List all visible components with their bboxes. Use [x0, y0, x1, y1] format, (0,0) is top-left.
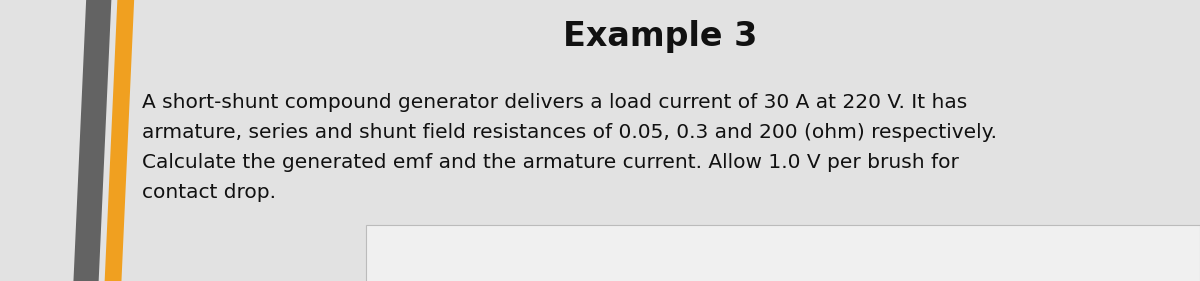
FancyBboxPatch shape	[366, 225, 1200, 281]
Polygon shape	[104, 0, 134, 281]
Text: Example 3: Example 3	[563, 20, 757, 53]
Text: A short-shunt compound generator delivers a load current of 30 A at 220 V. It ha: A short-shunt compound generator deliver…	[142, 93, 997, 203]
Polygon shape	[73, 0, 112, 281]
